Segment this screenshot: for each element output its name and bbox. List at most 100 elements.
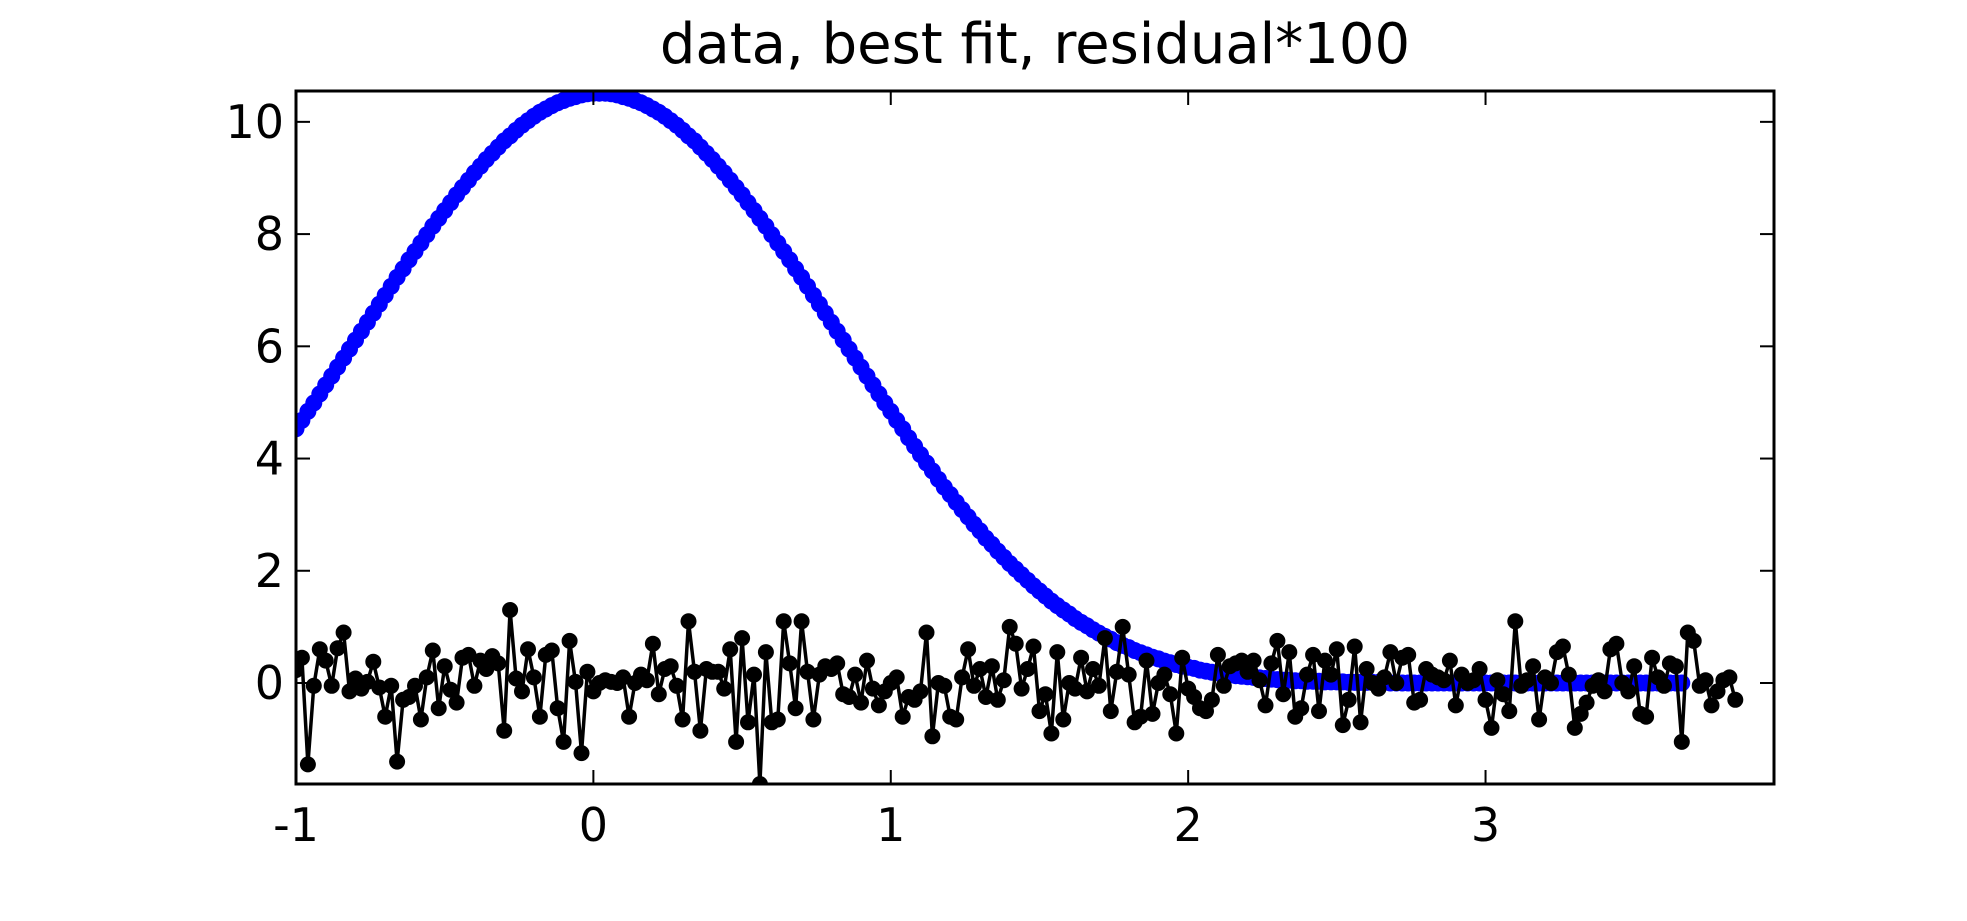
series-2-point [1638,708,1655,725]
series-2-point [1471,661,1488,677]
series-2-point [680,613,697,630]
series-2-point [966,677,982,694]
series-2-point [1412,691,1429,708]
series-2-point [1596,683,1613,700]
series-2-point [1447,697,1464,714]
series-2-point [296,649,310,666]
series-2-point [430,700,447,717]
series-2-point [1025,638,1042,655]
series-2-point [722,641,739,658]
series-2-point [1554,638,1571,655]
series-2-point [1269,632,1286,649]
series-2-point [983,658,1000,675]
series-2-point [1251,672,1268,689]
series-2-point [1156,666,1173,683]
series-2-point [1316,652,1333,669]
series-2-point [448,694,465,711]
series-2-point [1275,686,1292,703]
series-2-point [418,669,435,686]
series-2-point [728,733,745,750]
series-2-point [1162,686,1179,703]
series-2-point [1697,672,1714,689]
series-2-point [1257,697,1274,714]
series-2-point [407,677,423,694]
series-2-point [1667,658,1684,675]
series-2-point [1531,711,1548,728]
series-2-point [1037,686,1054,703]
chart-title: data, best fit, residual*100 [660,12,1410,77]
series-2-point [460,646,477,663]
series-2-point [638,672,655,689]
series-2-point [1489,672,1506,689]
series-2-point [520,641,536,658]
series-2-point [1578,694,1595,711]
series-2-point [1001,618,1018,635]
series-2-point [775,613,792,630]
series-2-point [1245,652,1262,669]
series-2-point [305,677,322,694]
series-2-point [918,624,935,641]
series-2-point [371,679,388,696]
series-2-point [1043,725,1060,742]
series-2-point [377,708,394,725]
series-2-point [1340,691,1357,708]
series-2-point [1311,703,1327,720]
series-2-point [829,655,846,672]
series-2-point [948,711,965,728]
series-2-point [740,714,756,731]
series-2-point [436,658,453,675]
series-2-point [514,683,530,700]
series-2-point [1263,655,1280,672]
series-2-point [847,666,864,683]
series-2-point [1019,661,1036,677]
series-2-point [1382,644,1399,661]
series-2-point [1334,717,1351,734]
series-2-point [960,641,977,658]
series-2-point [746,666,762,683]
series-2-point [1477,691,1494,708]
x-tick-label: 2 [1174,798,1203,852]
series-2-point [1299,666,1316,683]
series-2-point [644,635,661,652]
series-2-point [805,711,822,728]
series-2-point [769,711,786,728]
series-2-point [1727,691,1744,708]
series-2-point [1049,644,1066,661]
series-2-point [1501,703,1518,720]
series-2-point [1620,683,1637,700]
series-2-point [424,642,441,659]
series-2-point [1656,677,1672,694]
series-2-point [1085,661,1101,677]
series-2-point [335,624,352,641]
series-2-point [1560,666,1577,683]
series-2-point [359,673,376,690]
series-2-point [662,658,679,675]
series-2-point [1073,649,1090,666]
series-2-point [1138,652,1155,669]
series-2-point [299,756,316,773]
series-2-point [508,670,525,687]
x-tick-label: 1 [876,798,905,852]
series-2-point [490,655,507,672]
series-2-point [329,640,346,657]
y-tick-label: 2 [255,544,284,598]
series-2-point [1352,714,1369,731]
series-2-point [716,680,733,697]
series-2-point [1031,703,1048,720]
series-2-point [1346,638,1363,655]
series-2-point [1721,669,1738,686]
series-2-point [1483,719,1500,736]
series-2-point [674,711,691,728]
series-2-point [1566,719,1583,736]
series-2-point [1013,680,1030,697]
series-2-point [412,711,429,728]
series-2-point [692,722,709,739]
series-2-point [1525,658,1542,675]
series-2-point [323,677,340,694]
series-2-point [924,728,941,745]
series-2-point [389,753,406,770]
series-2-point [650,686,667,703]
plot-area [296,91,1744,784]
series-2-point [1673,733,1690,750]
